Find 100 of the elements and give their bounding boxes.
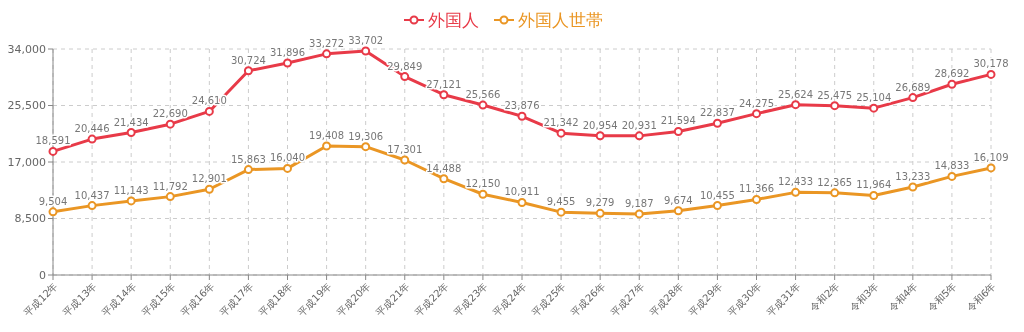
point xyxy=(87,201,97,211)
point xyxy=(165,119,175,129)
x-tick-label: 平成29年 xyxy=(686,280,725,319)
data-label: 30,178 xyxy=(973,58,1009,70)
point xyxy=(439,174,449,184)
point xyxy=(243,165,253,175)
x-tick-label: 平成24年 xyxy=(490,280,529,319)
data-label: 33,272 xyxy=(309,37,345,49)
data-label: 11,366 xyxy=(739,183,774,195)
x-tick-label: 平成23年 xyxy=(451,280,490,319)
data-label: 16,109 xyxy=(973,151,1009,163)
point xyxy=(517,197,527,207)
point xyxy=(830,188,840,198)
point xyxy=(48,146,58,156)
data-label: 31,896 xyxy=(270,46,305,58)
point xyxy=(752,109,761,119)
x-tick-label: 平成26年 xyxy=(569,280,608,319)
y-tick-label: 25,500 xyxy=(7,99,46,113)
data-label: 12,433 xyxy=(778,176,814,188)
point xyxy=(869,103,879,113)
point xyxy=(908,93,918,103)
data-label: 11,792 xyxy=(152,180,188,192)
point xyxy=(712,201,722,211)
legend-label: 外国人 xyxy=(428,9,479,30)
point xyxy=(126,128,136,138)
point xyxy=(165,192,175,202)
point xyxy=(243,66,253,76)
point xyxy=(87,134,97,144)
x-tick-label: 平成14年 xyxy=(100,280,139,319)
y-tick-label: 34,000 xyxy=(7,42,46,56)
data-label: 25,624 xyxy=(778,88,814,100)
data-label: 10,911 xyxy=(504,186,540,198)
x-tick-label: 平成16年 xyxy=(178,280,217,319)
point xyxy=(595,208,605,218)
point xyxy=(986,69,996,79)
point xyxy=(283,163,292,173)
data-label: 25,475 xyxy=(817,89,853,101)
point xyxy=(791,187,801,197)
data-label: 9,455 xyxy=(546,196,576,208)
point xyxy=(556,207,566,217)
point xyxy=(830,101,840,111)
data-label: 27,121 xyxy=(426,78,462,90)
x-tick-label: 令和5年 xyxy=(925,280,959,314)
point xyxy=(439,90,449,100)
data-label: 13,233 xyxy=(895,171,931,183)
point xyxy=(478,189,488,199)
data-label: 22,837 xyxy=(699,107,735,119)
point xyxy=(986,163,996,173)
point xyxy=(478,100,488,110)
data-label: 12,365 xyxy=(817,176,853,188)
y-tick-label: 17,000 xyxy=(7,155,46,169)
point xyxy=(673,206,683,216)
point xyxy=(400,155,410,165)
data-label: 10,455 xyxy=(699,189,735,201)
x-tick-label: 平成13年 xyxy=(60,280,99,319)
point xyxy=(204,106,214,116)
data-label: 17,301 xyxy=(387,144,423,155)
data-label: 9,279 xyxy=(585,197,615,209)
x-tick-label: 平成12年 xyxy=(21,280,60,319)
point xyxy=(204,184,214,194)
data-label: 23,876 xyxy=(504,100,540,112)
point xyxy=(712,118,722,128)
x-tick-label: 平成27年 xyxy=(608,280,647,319)
point xyxy=(126,196,136,206)
x-tick-label: 平成18年 xyxy=(256,280,295,319)
data-label: 19,306 xyxy=(348,130,384,142)
point xyxy=(634,209,644,219)
data-label: 11,143 xyxy=(113,184,149,196)
point xyxy=(283,58,292,68)
x-tick-label: 平成20年 xyxy=(334,280,373,319)
x-tick-label: 平成25年 xyxy=(529,280,568,319)
data-label: 16,040 xyxy=(270,152,305,164)
point xyxy=(947,79,957,89)
data-label: 12,901 xyxy=(191,173,227,185)
point xyxy=(673,126,683,136)
data-label: 25,566 xyxy=(465,89,501,101)
data-label: 25,104 xyxy=(856,92,892,104)
data-label: 15,863 xyxy=(230,153,266,165)
x-tick-label: 平成17年 xyxy=(217,280,256,319)
x-tick-label: 令和4年 xyxy=(886,280,920,314)
point xyxy=(595,131,605,141)
data-label: 18,591 xyxy=(35,135,71,147)
x-tick-label: 平成30年 xyxy=(725,280,764,319)
point xyxy=(361,142,371,152)
x-tick-label: 平成21年 xyxy=(373,280,412,319)
y-tick-label: 0 xyxy=(39,268,46,282)
point xyxy=(908,182,918,192)
data-label: 11,964 xyxy=(856,179,892,191)
x-tick-label: 令和6年 xyxy=(964,280,998,314)
x-tick-label: 平成19年 xyxy=(295,280,334,319)
point xyxy=(634,131,644,141)
data-label: 26,689 xyxy=(895,81,931,93)
data-label: 20,931 xyxy=(621,119,657,131)
point xyxy=(361,46,371,56)
data-label: 21,342 xyxy=(543,117,579,129)
data-label: 20,954 xyxy=(582,119,618,131)
data-label: 21,434 xyxy=(113,116,149,128)
data-label: 24,275 xyxy=(739,97,774,109)
data-label: 9,674 xyxy=(664,194,693,206)
point xyxy=(48,207,58,217)
